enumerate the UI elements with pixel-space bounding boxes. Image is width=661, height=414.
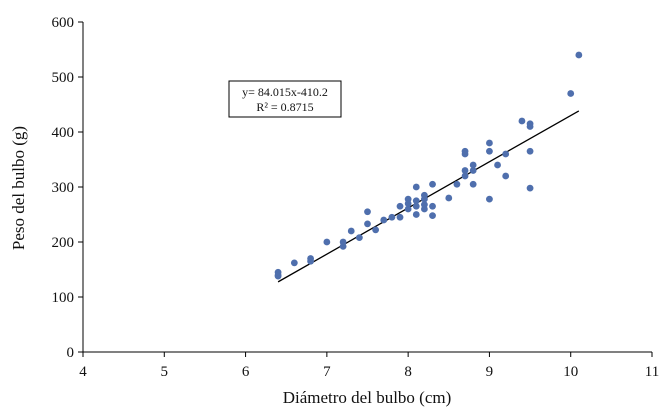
data-point xyxy=(412,183,420,191)
x-tick-label: 7 xyxy=(323,364,331,380)
data-point xyxy=(347,227,355,235)
data-point xyxy=(575,51,583,59)
data-point xyxy=(372,226,380,234)
data-point xyxy=(453,180,461,188)
y-tick-label: 200 xyxy=(52,235,75,251)
data-point xyxy=(502,172,510,180)
x-tick-label: 5 xyxy=(161,364,169,380)
data-point xyxy=(364,208,371,216)
data-point xyxy=(469,167,477,174)
data-point xyxy=(526,184,534,192)
data-point xyxy=(461,167,469,174)
data-point xyxy=(274,272,282,280)
trendline-group xyxy=(277,110,580,283)
data-point xyxy=(412,197,420,205)
data-point xyxy=(355,234,363,242)
data-point xyxy=(290,259,298,267)
data-point xyxy=(429,212,436,220)
data-point xyxy=(388,213,396,221)
x-axis-title: Diámetro del bulbo (cm) xyxy=(283,388,452,407)
axes xyxy=(78,21,653,357)
data-point xyxy=(404,205,412,213)
data-point xyxy=(445,194,453,202)
equation-box: y= 84.015x-410.2 R² = 0.8715 xyxy=(228,80,342,118)
data-point xyxy=(429,202,436,210)
data-point xyxy=(421,191,428,199)
x-tick-label: 4 xyxy=(79,364,87,380)
trendline xyxy=(277,110,580,283)
data-point xyxy=(518,117,526,125)
data-point xyxy=(461,172,469,180)
data-point xyxy=(486,139,493,147)
r-squared-label: R² = 0.8715 xyxy=(256,100,313,114)
x-tick-label: 6 xyxy=(242,364,250,380)
x-tick-label: 9 xyxy=(486,364,494,380)
data-point xyxy=(412,211,420,218)
y-tick-label: 400 xyxy=(52,125,75,141)
y-tick-label: 100 xyxy=(52,290,75,306)
data-point xyxy=(486,195,493,203)
data-point xyxy=(404,195,412,203)
data-point xyxy=(461,147,469,155)
data-point xyxy=(526,120,534,128)
data-point xyxy=(469,180,477,188)
data-point xyxy=(567,90,575,97)
data-point xyxy=(380,216,388,224)
tick-labels: 4 5 6 7 8 9 10 11 0 100 200 300 400 500 600 xyxy=(52,15,660,380)
data-point xyxy=(469,161,477,169)
equation-box-frame xyxy=(228,80,342,118)
data-point xyxy=(486,147,493,155)
data-point xyxy=(412,202,420,210)
data-point xyxy=(364,220,371,228)
data-point xyxy=(494,161,501,169)
y-tick-label: 300 xyxy=(52,180,75,196)
x-tick-label: 8 xyxy=(404,364,412,380)
data-point xyxy=(396,213,404,221)
y-tick-label: 600 xyxy=(52,15,75,31)
data-point xyxy=(307,255,314,262)
data-points xyxy=(274,51,583,280)
x-tick-label: 10 xyxy=(563,364,578,380)
data-point xyxy=(396,202,404,210)
y-tick-label: 0 xyxy=(67,345,75,361)
data-point xyxy=(429,180,436,188)
data-point xyxy=(323,238,331,246)
y-tick-label: 500 xyxy=(52,70,75,86)
data-point xyxy=(502,150,510,158)
y-axis-title: Peso del bulbo (g) xyxy=(9,126,28,250)
regression-equation: y= 84.015x-410.2 xyxy=(242,85,328,99)
data-point xyxy=(421,201,428,209)
data-point xyxy=(339,238,347,246)
x-tick-label: 11 xyxy=(645,364,659,380)
data-point xyxy=(526,147,534,155)
